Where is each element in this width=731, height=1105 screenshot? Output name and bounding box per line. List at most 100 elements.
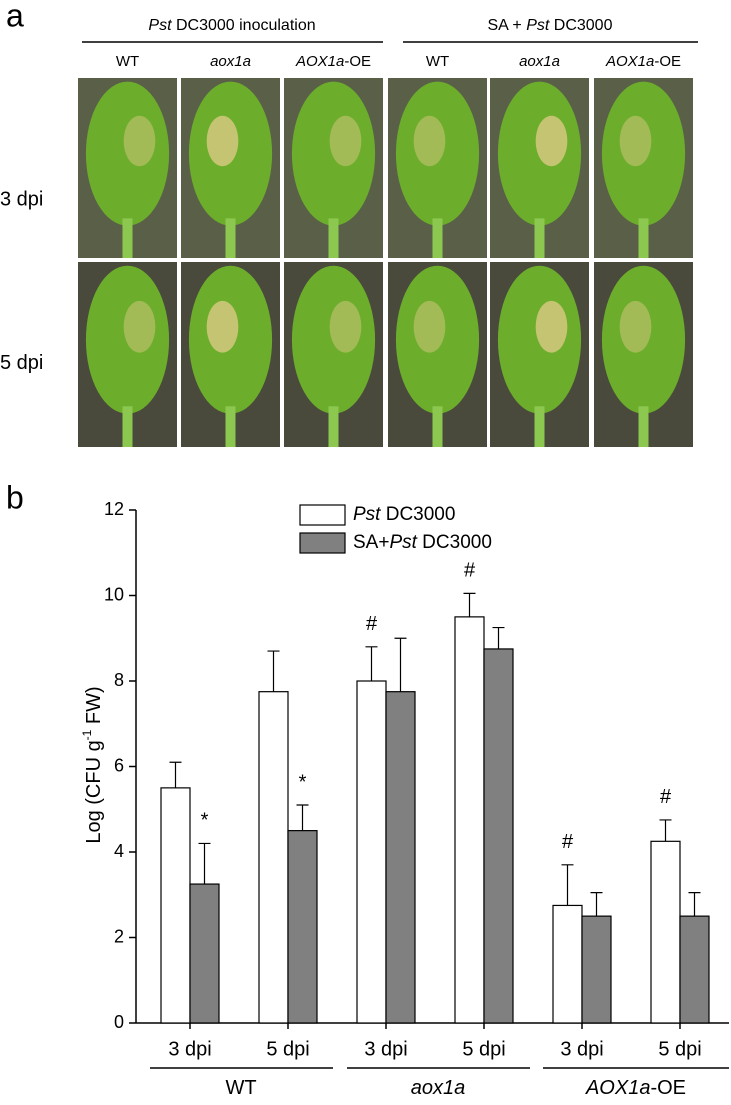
y-axis-label: Log (CFU g-1 FW): [80, 686, 105, 843]
text-segment: Pst: [389, 532, 417, 553]
text-segment: Pst: [353, 504, 381, 525]
petiole: [638, 406, 649, 447]
error-bar: [561, 864, 574, 906]
error-bar: [267, 650, 280, 692]
text-segment: -OE: [654, 53, 681, 70]
bar: [679, 915, 710, 1024]
text-segment: AOX1a: [295, 53, 344, 70]
row-label: 5 dpi: [0, 352, 43, 374]
text-segment: AOX1a: [585, 1077, 650, 1099]
petiole: [534, 218, 545, 258]
lesion: [535, 115, 568, 167]
error-bar: [463, 592, 476, 617]
text-segment: WT: [116, 53, 139, 70]
bar: [356, 680, 387, 1024]
annotation: *: [299, 771, 307, 793]
petiole: [534, 406, 545, 447]
y-tick-label: 0: [114, 1012, 124, 1032]
text-segment: AOX1a: [605, 53, 654, 70]
annotation: #: [464, 560, 476, 582]
leaf-photos: [78, 78, 693, 447]
petiole: [432, 406, 443, 447]
text-segment: SA+: [353, 532, 389, 553]
header: Pst DC3000 inoculation: [148, 17, 315, 34]
petiole: [122, 218, 133, 258]
row-label: 3 dpi: [0, 189, 43, 211]
group-label: aox1a: [411, 1077, 466, 1099]
y-tick-label: 8: [114, 670, 124, 690]
group-label: AOX1a-OE: [585, 1077, 686, 1099]
bar: [385, 691, 416, 1024]
petiole: [638, 218, 649, 258]
text-segment: WT: [225, 1077, 256, 1099]
annotation: #: [660, 786, 672, 808]
text-segment: aox1a: [210, 53, 251, 70]
x-tick-label: 5 dpi: [658, 1038, 701, 1060]
text-segment: DC3000: [549, 17, 612, 34]
lesion: [413, 300, 446, 353]
bar: [258, 691, 289, 1024]
bar: [581, 915, 612, 1024]
column-label: aox1a: [519, 53, 560, 70]
y-tick-label: 2: [114, 926, 124, 946]
panel-a-label: a: [6, 0, 24, 33]
petiole: [122, 406, 133, 447]
legend-swatch: [299, 504, 346, 526]
bar: [552, 904, 583, 1024]
legend-label: SA+Pst DC3000: [353, 532, 492, 553]
text-segment: -OE: [344, 53, 371, 70]
bar: [454, 616, 485, 1024]
group-label: WT: [225, 1077, 256, 1099]
annotation: #: [366, 613, 378, 635]
x-tick-label: 5 dpi: [266, 1038, 309, 1060]
error-bar: [688, 892, 701, 917]
lesion: [123, 300, 156, 353]
text-segment: DC3000: [417, 532, 492, 553]
column-label: AOX1a-OE: [295, 53, 371, 70]
lesion: [206, 300, 239, 353]
lesion: [329, 115, 362, 167]
text-segment: Pst: [148, 17, 172, 34]
x-tick-label: 3 dpi: [364, 1038, 407, 1060]
bar: [287, 830, 318, 1024]
text-segment: FW): [83, 686, 105, 729]
lesion: [535, 300, 568, 353]
error-bar: [492, 626, 505, 649]
error-bar: [169, 761, 182, 788]
header: SA + Pst DC3000: [488, 17, 613, 34]
column-label: aox1a: [210, 53, 251, 70]
text-segment: -1: [80, 729, 94, 740]
annotation: *: [201, 810, 209, 832]
error-bar: [296, 804, 309, 831]
x-tick-label: 3 dpi: [560, 1038, 603, 1060]
legend-swatch: [299, 532, 346, 554]
error-bar: [659, 819, 672, 842]
bar: [160, 787, 191, 1024]
y-tick-label: 4: [114, 841, 124, 861]
text-segment: aox1a: [411, 1077, 466, 1099]
error-bar: [365, 646, 378, 681]
lesion: [329, 300, 362, 353]
text-segment: aox1a: [519, 53, 560, 70]
x-tick-label: 3 dpi: [168, 1038, 211, 1060]
petiole: [328, 218, 339, 258]
text-segment: WT: [426, 53, 449, 70]
x-tick-label: 5 dpi: [462, 1038, 505, 1060]
bar: [189, 883, 220, 1024]
petiole: [328, 406, 339, 447]
column-label: WT: [426, 53, 449, 70]
lesion: [619, 300, 652, 353]
petiole: [225, 218, 236, 258]
lesion: [123, 115, 156, 167]
column-label: AOX1a-OE: [605, 53, 681, 70]
y-tick-label: 10: [104, 584, 124, 604]
lesion: [206, 115, 239, 167]
text-segment: DC3000: [380, 504, 455, 525]
petiole: [225, 406, 236, 447]
text-segment: SA +: [488, 17, 527, 34]
text-segment: DC3000 inoculation: [172, 17, 316, 34]
annotation: #: [562, 831, 574, 853]
text-segment: Log (CFU g: [83, 740, 105, 843]
bar: [483, 648, 514, 1024]
